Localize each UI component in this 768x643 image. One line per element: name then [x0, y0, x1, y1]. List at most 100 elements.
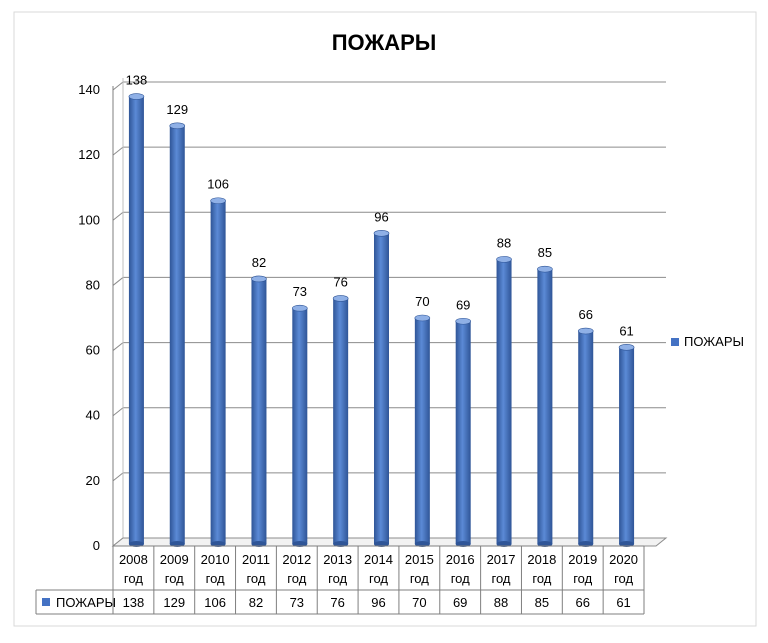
bar-body: [619, 347, 635, 544]
legend: ПОЖАРЫ: [671, 334, 744, 349]
x-tick-label: год: [287, 571, 306, 586]
x-tick-label: 2009: [160, 552, 189, 567]
table-value: 66: [575, 595, 589, 610]
table-value: 61: [616, 595, 630, 610]
bar-top: [332, 295, 349, 302]
bar: [537, 265, 553, 547]
bar-top: [577, 327, 594, 335]
bar-body: [455, 321, 471, 544]
data-table: 2008 год 138 2009 год 129 2010 год 106 2011 год 82 2…: [35, 545, 645, 615]
y-tick-label: 60: [86, 343, 100, 358]
x-tick-label: 2008: [119, 552, 148, 567]
x-tick-label: 2016: [446, 552, 475, 567]
y-tick-label: 80: [86, 277, 100, 292]
bar-body: [251, 278, 267, 544]
axes: [111, 78, 668, 547]
data-label: 61: [619, 323, 633, 338]
bar-top: [618, 344, 635, 351]
table-value: 106: [204, 595, 226, 610]
table-value: 70: [412, 595, 426, 610]
data-label: 82: [252, 255, 266, 270]
bar-top: [210, 197, 226, 205]
table-value: 129: [163, 595, 185, 610]
data-label: 96: [374, 209, 388, 224]
x-tick-label: год: [165, 571, 184, 586]
x-tick-label: год: [451, 571, 470, 586]
bar: [496, 256, 512, 547]
table-value: 96: [371, 595, 385, 610]
bar: [128, 93, 145, 547]
x-tick-label: 2012: [282, 552, 311, 567]
x-tick-label: год: [614, 571, 633, 586]
bar: [455, 317, 471, 547]
bar: [373, 230, 390, 547]
bar-body: [374, 233, 389, 545]
table-value: 85: [535, 595, 549, 610]
y-tick-label: 100: [78, 212, 100, 227]
data-label: 76: [333, 274, 347, 289]
x-tick-label: 2015: [405, 552, 434, 567]
chart-title: ПОЖАРЫ: [332, 30, 437, 55]
y-tick-label: 140: [78, 82, 100, 97]
x-tick-label: год: [206, 571, 225, 586]
x-tick-label: 2011: [242, 552, 270, 567]
bar-body: [496, 259, 512, 544]
x-tick-label: год: [328, 571, 347, 586]
bar-top: [292, 304, 308, 312]
bar: [210, 197, 226, 547]
bar: [169, 122, 186, 547]
bar-body: [169, 125, 185, 544]
bar-top: [251, 275, 267, 283]
y-tick-label: 40: [86, 408, 100, 423]
bar: [251, 275, 267, 547]
data-label: 106: [207, 177, 229, 192]
x-tick-label: год: [369, 571, 388, 586]
table-value: 73: [290, 595, 304, 610]
bar-top: [537, 265, 553, 273]
table-legend-key: [42, 598, 50, 606]
table-value: 76: [330, 595, 344, 610]
bar-body: [128, 96, 144, 544]
bar-body: [537, 269, 553, 544]
bar-body: [292, 308, 308, 544]
x-tick-label: год: [492, 571, 511, 586]
data-label: 69: [456, 297, 470, 312]
bar-body: [210, 200, 226, 544]
x-tick-label: год: [532, 571, 551, 586]
legend-label: ПОЖАРЫ: [684, 334, 744, 349]
bar-top: [373, 230, 390, 237]
x-tick-label: 2010: [201, 552, 230, 567]
y-tick-label: 20: [86, 473, 100, 488]
bar: [332, 295, 349, 547]
x-tick-label: 2020: [609, 552, 638, 567]
x-tick-label: 2014: [364, 552, 393, 567]
data-label: 85: [538, 245, 552, 260]
data-label: 70: [415, 294, 429, 309]
x-tick-label: год: [246, 571, 265, 586]
y-tick-label: 0: [93, 538, 100, 553]
x-tick-label: 2013: [323, 552, 352, 567]
legend-key: [671, 338, 679, 346]
bar-top: [455, 317, 471, 325]
bar-top: [128, 93, 145, 100]
data-label: 66: [578, 307, 592, 322]
y-tick-label: 120: [78, 147, 100, 162]
bar-body: [578, 331, 594, 544]
data-label: 138: [126, 73, 148, 88]
x-tick-label: год: [573, 571, 592, 586]
bar-top: [169, 122, 186, 130]
bars: [128, 93, 635, 547]
bar-body: [333, 298, 349, 544]
x-tick-label: год: [410, 571, 429, 586]
data-label: 73: [293, 284, 307, 299]
data-label: 129: [166, 102, 188, 117]
y-tick-labels: 0 20 40 60 80 100 120 140: [78, 82, 100, 553]
x-tick-label: 2019: [568, 552, 597, 567]
bar: [414, 314, 431, 547]
table-value: 138: [123, 595, 145, 610]
x-tick-label: год: [124, 571, 143, 586]
bar-body: [414, 318, 430, 544]
data-labels: 138 129 106 82 73 76 96 70 69 88 85 66 61: [126, 73, 634, 339]
